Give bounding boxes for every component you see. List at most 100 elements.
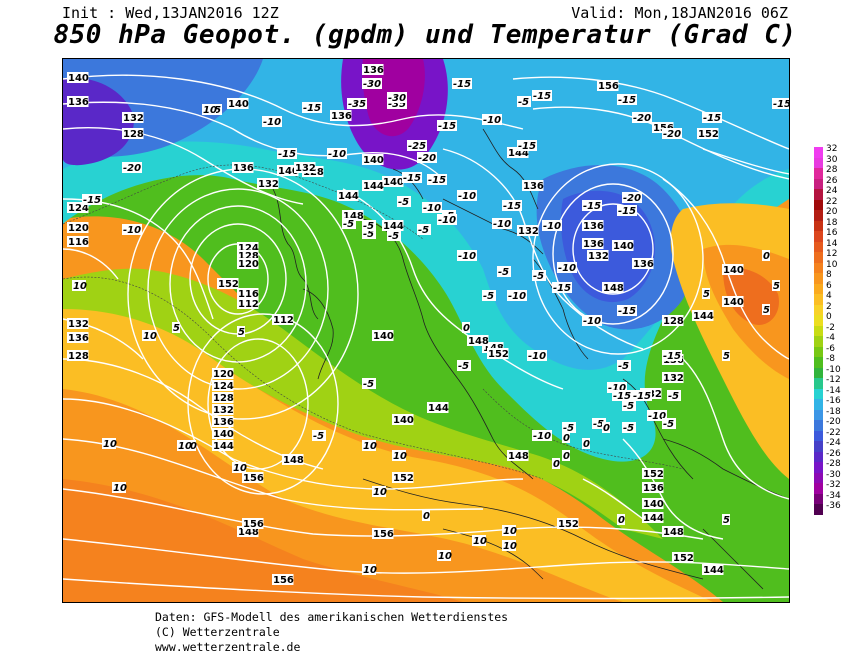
legend-entry: 20 [812, 207, 850, 221]
legend-value: 22 [826, 196, 838, 207]
temperature-label-bg [647, 410, 667, 421]
legend-value: -10 [826, 364, 841, 375]
temperature-label: 5 [773, 281, 780, 292]
geopotential-label: 128 [123, 129, 144, 140]
temperature-label: -10 [483, 115, 501, 126]
temperature-label-bg [172, 322, 180, 333]
temperature-label: 0 [618, 515, 625, 526]
legend-value: 10 [826, 259, 838, 270]
geopotential-label-bg [557, 518, 579, 529]
legend-entry: 16 [812, 228, 850, 242]
temperature-label-bg [607, 382, 627, 393]
legend-swatch [814, 315, 823, 326]
legend-swatch [814, 325, 823, 337]
legend-value: 6 [826, 280, 832, 291]
weather-map: 140 136 132 128 124 120 116 112 144 148 152 156 136 1… [62, 58, 790, 603]
temperature-label: -25 [408, 141, 426, 152]
geopotential-label-bg [67, 72, 89, 83]
geopotential-label-bg [227, 98, 249, 109]
temperature-label: -10 [608, 383, 626, 394]
legend-swatch [814, 472, 823, 484]
map-title: 850 hPa Geopot. (gpdm) und Temperatur (G… [53, 20, 797, 50]
temperature-label-bg [602, 422, 610, 433]
temperature-label-bg [437, 550, 451, 561]
temperature-label-bg [392, 450, 406, 461]
legend-entry: -26 [812, 449, 850, 463]
geopotential-label-bg [330, 110, 352, 121]
legend-value: -18 [826, 406, 841, 417]
legend-value: -22 [826, 427, 841, 438]
geopotential-label: 128 [238, 251, 259, 262]
legend-swatch [814, 336, 823, 347]
geopotential-label-bg [662, 526, 684, 537]
temperature-label: -10 [438, 215, 456, 226]
temperature-label-bg [632, 112, 652, 123]
temperature-label-bg [472, 535, 486, 546]
temperature-label: 10 [363, 565, 377, 576]
temperature-label: -10 [123, 225, 141, 236]
legend-entry: -12 [812, 375, 850, 389]
geopotential-label-bg [702, 564, 724, 575]
geopotential-label-bg [372, 330, 394, 341]
temperature-label: 10 [143, 331, 157, 342]
temperature-label: -15 [453, 79, 471, 90]
legend-entry: -18 [812, 406, 850, 421]
geopotential-label-bg [507, 450, 529, 461]
legend-entry: 8 [812, 270, 850, 284]
temperature-label: 10 [113, 483, 127, 494]
temperature-label-bg [302, 102, 322, 113]
geopotential-label-bg [507, 147, 529, 158]
temperature-label-bg [502, 525, 516, 536]
legend-swatch [814, 262, 823, 274]
geopotential-label: 156 [373, 529, 394, 540]
geopotential-label: 148 [238, 527, 259, 538]
temperature-label-bg [702, 288, 710, 299]
geopotential-label: 148 [508, 451, 529, 462]
credits-copyright: (C) Wetterzentrale [155, 625, 280, 639]
geopotential-label-bg [282, 454, 304, 465]
temperature-label-bg [562, 450, 570, 461]
geopotential-label: 144 [643, 513, 664, 524]
temperature-label-bg [397, 196, 411, 207]
legend-value: -2 [826, 322, 835, 333]
geopotential-label-bg [582, 220, 604, 231]
geopotential-label-bg [122, 128, 144, 139]
legend-swatch [814, 504, 823, 515]
temperature-label: -5 [313, 431, 324, 442]
legend-value: -24 [826, 438, 841, 449]
geopotential-label: 120 [68, 223, 89, 234]
legend-value: 18 [826, 217, 838, 228]
temperature-label-bg [372, 486, 386, 497]
legend-swatch [814, 273, 823, 284]
temperature-label: 10 [503, 526, 517, 537]
temperature-label: -35 [388, 99, 406, 110]
temperature-label-bg [762, 304, 770, 315]
temperature-label-bg [422, 510, 430, 521]
legend-entry: 24 [812, 186, 850, 200]
temperature-label: -15 [583, 201, 601, 212]
temperature-label: -15 [618, 306, 636, 317]
legend-swatch [814, 178, 823, 190]
legend-entry: -2 [812, 322, 850, 337]
geopotential-label-bg [337, 190, 359, 201]
geopotential-label: 140 [213, 429, 234, 440]
temperature-label: -5 [593, 419, 604, 430]
temperature-label: -5 [623, 423, 634, 434]
geopotential-label: 128 [68, 351, 89, 362]
temperature-label: -15 [618, 206, 636, 217]
legend-entry: 10 [812, 259, 850, 274]
geopotential-label: 132 [258, 179, 279, 190]
credits-data-source: Daten: GFS-Modell des amerikanischen Wet… [155, 610, 509, 624]
geopotential-label: 132 [213, 405, 234, 416]
temperature-label-bg [407, 140, 427, 151]
legend-swatch [814, 241, 823, 253]
temperature-label-bg [552, 282, 572, 293]
temperature-label-bg [452, 78, 472, 89]
legend-entry: -20 [812, 417, 850, 431]
temperature-label: -10 [583, 316, 601, 327]
temperature-label-bg [502, 540, 516, 551]
legend-swatch [814, 493, 823, 505]
temperature-label-bg [417, 152, 437, 163]
legend-value: 30 [826, 154, 838, 165]
geopotential-label-bg [277, 165, 299, 176]
